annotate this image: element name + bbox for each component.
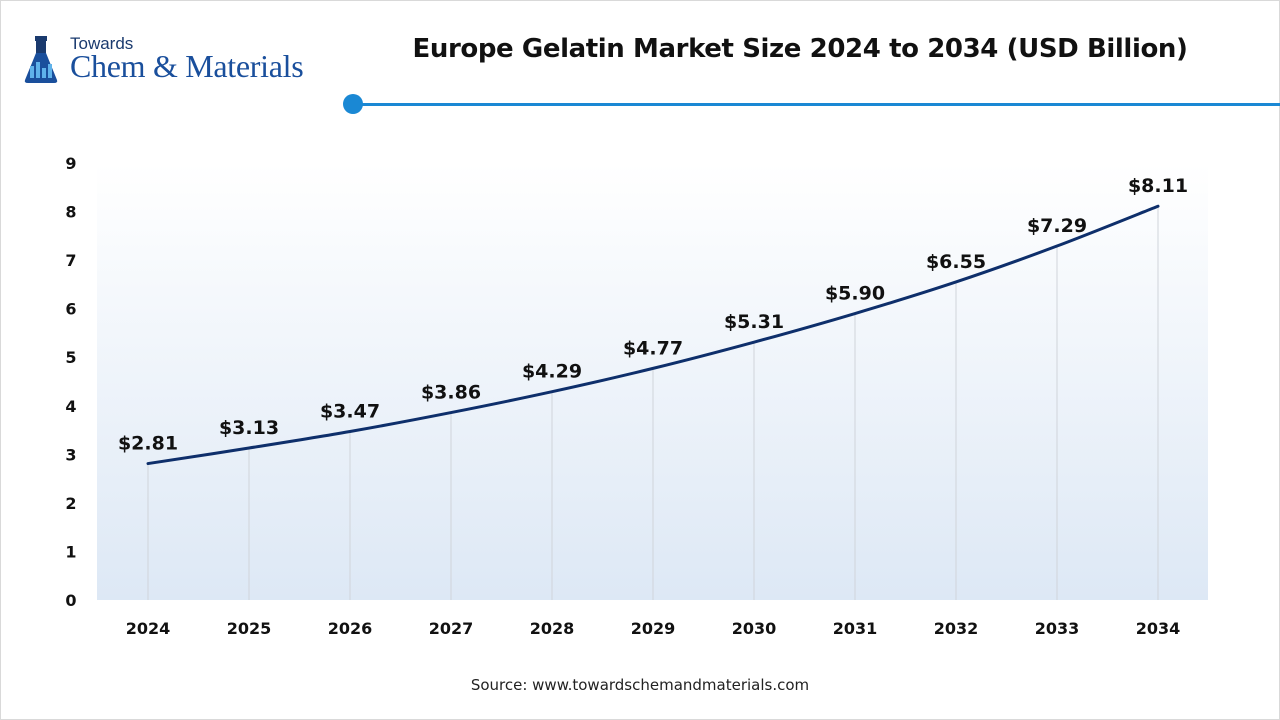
x-tick-label: 2024 [126,619,171,638]
y-tick-label: 3 [65,445,76,464]
data-label: $3.86 [421,382,481,404]
data-label: $3.13 [219,417,279,439]
y-tick-label: 6 [65,300,76,319]
x-tick-label: 2027 [429,619,474,638]
chart-title: Europe Gelatin Market Size 2024 to 2034 … [412,34,1188,64]
x-tick-label: 2034 [1136,619,1181,638]
y-tick-label: 5 [65,348,76,367]
y-tick-label: 1 [65,542,76,561]
source-note: Source: www.towardschemandmaterials.com [470,676,810,694]
y-tick-label: 9 [65,154,76,173]
header-rule-dot [343,94,363,114]
x-tick-label: 2031 [833,619,878,638]
y-tick-label: 8 [65,203,76,222]
data-label: $3.47 [320,401,380,423]
data-label: $6.55 [926,251,986,273]
y-tick-label: 0 [65,591,76,610]
y-tick-label: 2 [65,494,76,513]
header-rule [354,103,1280,106]
x-tick-label: 2033 [1035,619,1080,638]
x-tick-label: 2029 [631,619,676,638]
x-tick-label: 2032 [934,619,979,638]
data-label: $5.31 [724,311,784,333]
flask-icon [24,36,58,83]
data-label: $7.29 [1027,215,1087,237]
data-label: $2.81 [118,433,178,455]
logo-top-text: Towards [70,34,134,53]
y-tick-label: 7 [65,251,76,270]
x-tick-label: 2025 [227,619,272,638]
x-tick-label: 2028 [530,619,575,638]
data-label: $5.90 [825,283,885,305]
logo-main-text: Chem & Materials [70,48,304,84]
data-label: $4.77 [623,337,683,359]
data-label: $4.29 [522,361,582,383]
logo: Towards Chem & Materials [22,34,342,88]
series-line [146,204,1160,466]
data-label: $8.11 [1128,175,1188,197]
y-tick-label: 4 [65,397,76,416]
x-tick-label: 2030 [732,619,777,638]
x-tick-label: 2026 [328,619,373,638]
